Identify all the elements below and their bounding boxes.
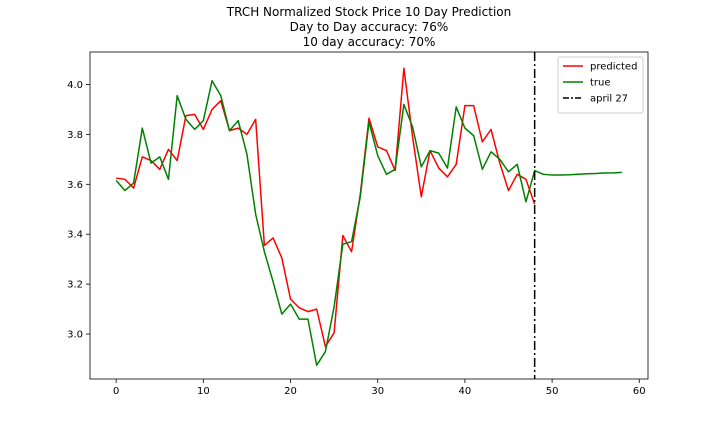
title-line-2: Day to Day accuracy: 76%	[290, 20, 449, 34]
legend-label-april-27: april 27	[590, 94, 628, 105]
legend-label-predicted: predicted	[590, 62, 637, 73]
y-tick-label: 3.2	[67, 280, 83, 291]
x-tick-label: 20	[284, 386, 297, 397]
y-tick-label: 3.4	[67, 230, 83, 241]
x-tick-label: 0	[113, 386, 119, 397]
x-tick-label: 60	[633, 386, 646, 397]
x-tick-label: 50	[546, 386, 559, 397]
chart-title: TRCH Normalized Stock Price 10 Day Predi…	[226, 5, 511, 49]
x-tick-label: 10	[197, 386, 210, 397]
x-tick-label: 30	[371, 386, 384, 397]
legend-label-true: true	[590, 78, 611, 89]
y-tick-label: 3.6	[67, 180, 83, 191]
legend: predicted true april 27	[557, 56, 644, 114]
plot-frame	[89, 51, 649, 380]
legend-box	[557, 56, 644, 114]
title-line-3: 10 day accuracy: 70%	[303, 35, 436, 49]
plot-area: 0 10 20 30 40 50 60 3.0 3.2 3.4 3.6 3.8 4.0	[67, 51, 649, 397]
title-line-1: TRCH Normalized Stock Price 10 Day Predi…	[226, 5, 511, 19]
x-tick-label: 40	[459, 386, 472, 397]
series-line-true	[115, 79, 622, 367]
y-tick-label: 3.8	[67, 130, 83, 141]
y-tick-label: 3.0	[67, 330, 83, 341]
y-tick-label: 4.0	[67, 80, 83, 91]
series-line-predicted	[116, 67, 536, 348]
